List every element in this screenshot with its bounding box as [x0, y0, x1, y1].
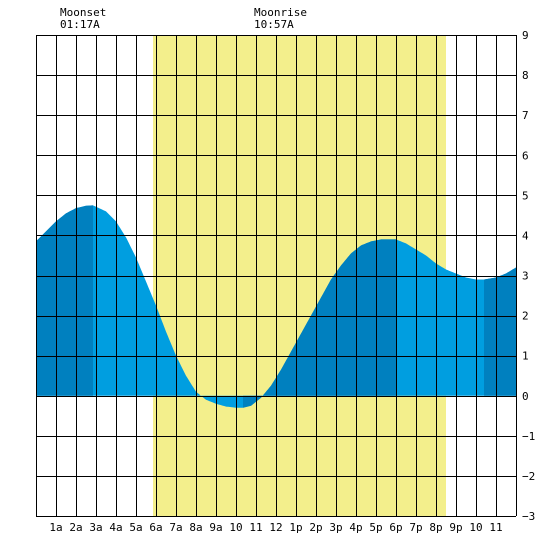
y-tick-label: 2: [522, 310, 529, 323]
x-tick-label: 9a: [209, 521, 222, 534]
x-tick-label: 5p: [369, 521, 382, 534]
y-tick-label: 7: [522, 109, 529, 122]
grid-layer: [36, 35, 517, 517]
x-tick-label: 7a: [169, 521, 182, 534]
x-tick-label: 11: [489, 521, 502, 534]
y-tick-label: 0: [522, 390, 529, 403]
x-tick-label: 3a: [89, 521, 102, 534]
x-tick-label: 8p: [429, 521, 442, 534]
x-tick-label: 4a: [109, 521, 122, 534]
moonrise-time: 10:57A: [254, 18, 294, 31]
x-tick-label: 6a: [149, 521, 162, 534]
x-tick-label: 3p: [329, 521, 342, 534]
x-tick-label: 1p: [289, 521, 302, 534]
x-tick-label: 11: [249, 521, 262, 534]
x-tick-label: 8a: [189, 521, 202, 534]
y-tick-label: 8: [522, 69, 529, 82]
y-tick-label: 1: [522, 350, 529, 363]
y-tick-label: −3: [522, 510, 535, 523]
x-tick-label: 2p: [309, 521, 322, 534]
x-tick-label: 7p: [409, 521, 422, 534]
x-tick-label: 9p: [449, 521, 462, 534]
moonset-time: 01:17A: [60, 18, 100, 31]
x-tick-label: 1a: [49, 521, 62, 534]
tide-dark-segment: [36, 205, 93, 396]
y-tick-label: −2: [522, 470, 535, 483]
y-tick-label: 4: [522, 229, 529, 242]
y-tick-label: 5: [522, 189, 529, 202]
x-tick-label: 6p: [389, 521, 402, 534]
x-tick-label: 10: [469, 521, 482, 534]
moonset-label: Moonset: [60, 6, 107, 19]
tide-dark-segment: [243, 239, 396, 408]
x-tick-label: 12: [269, 521, 282, 534]
x-tick-label: 2a: [69, 521, 82, 534]
y-tick-labels: 9 8 7 6 5 4 3 2 1 0 −1 −2 −3: [522, 29, 535, 523]
moonrise-label: Moonrise: [254, 6, 307, 19]
tide-dark-segment: [484, 267, 516, 396]
x-tick-label: 5a: [129, 521, 142, 534]
y-tick-label: 3: [522, 270, 529, 283]
x-tick-label: 10: [229, 521, 242, 534]
y-tick-label: −1: [522, 430, 535, 443]
y-tick-label: 9: [522, 29, 529, 42]
y-tick-label: 6: [522, 149, 529, 162]
x-tick-label: 4p: [349, 521, 362, 534]
x-tick-labels: 1a 2a 3a 4a 5a 6a 7a 8a 9a 10 11 12 1p 2p 3p 4p 5p 6p 7p 8p…: [49, 521, 502, 534]
